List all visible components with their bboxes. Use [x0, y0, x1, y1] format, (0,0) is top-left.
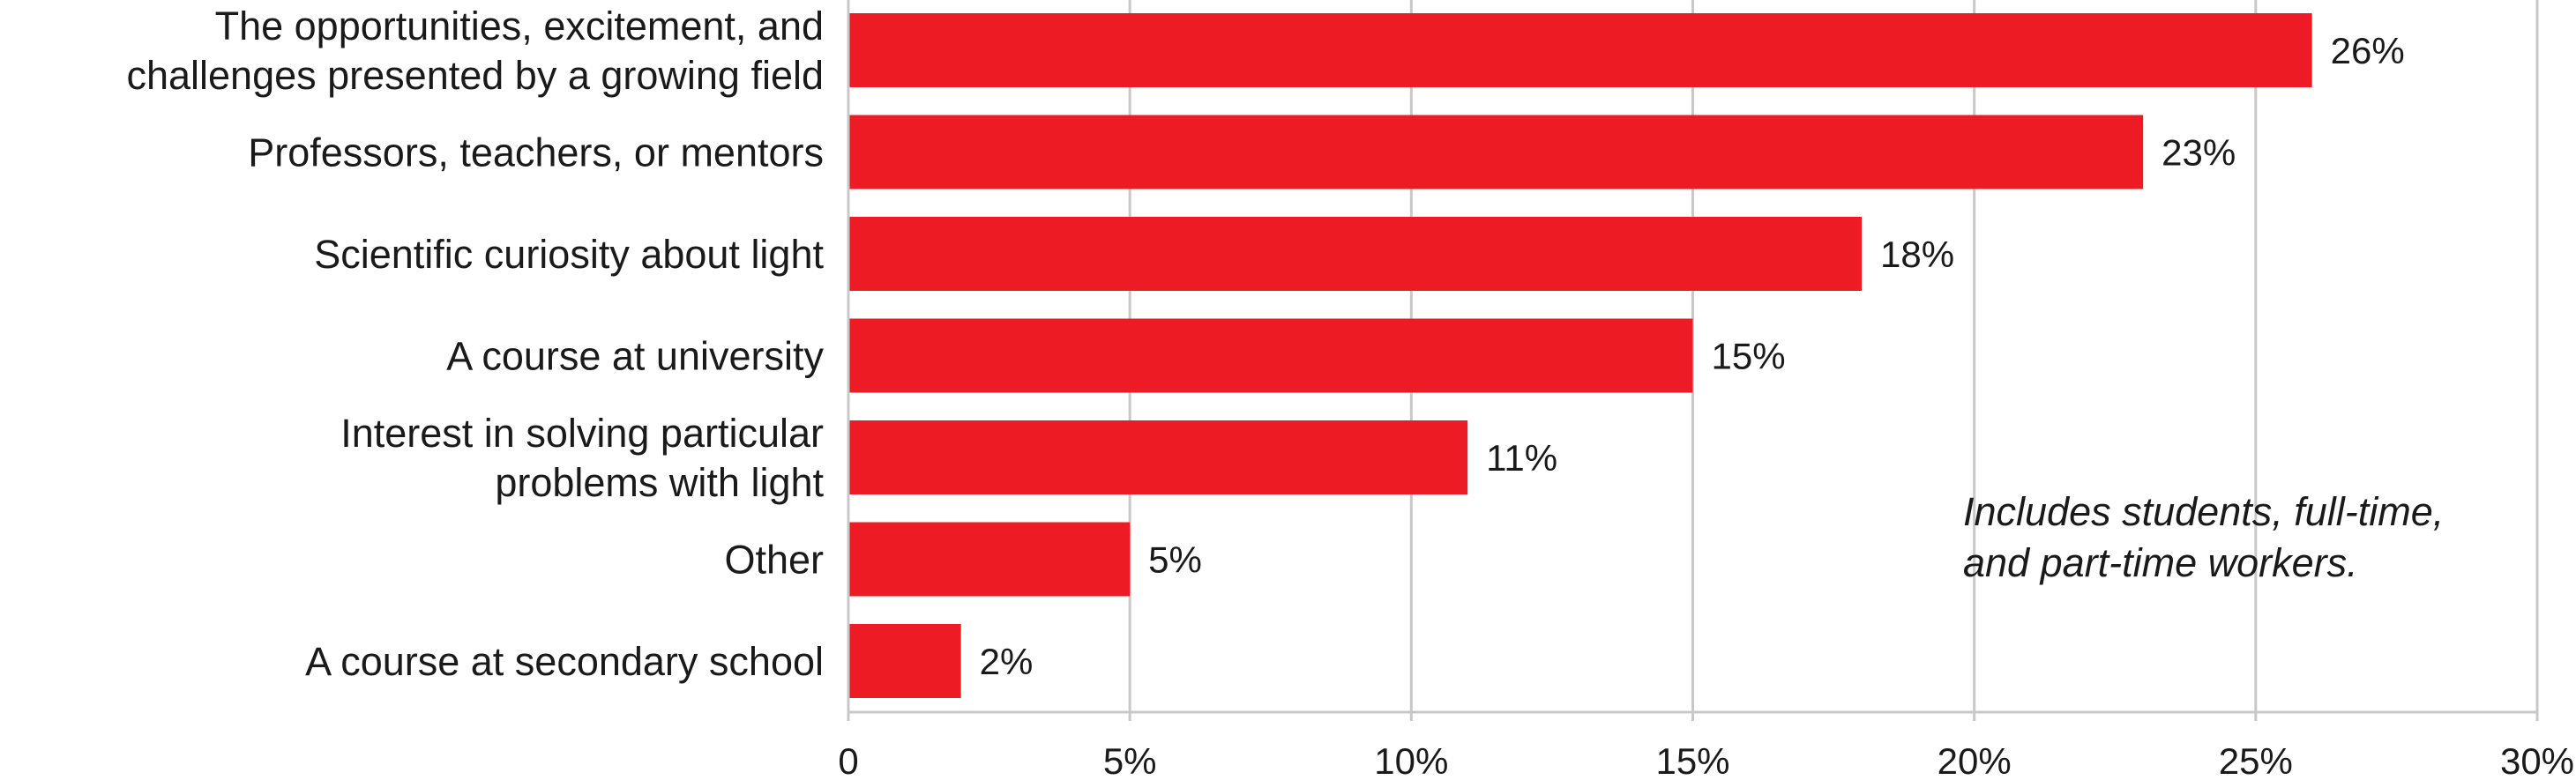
bar-value-label: 15%	[1712, 336, 1786, 377]
x-tick-label: 5%	[1103, 740, 1157, 780]
category-label: The opportunities, excitement, and challe…	[126, 4, 824, 98]
bar	[848, 624, 961, 698]
chart-note: Includes students, full-time, and part-t…	[1963, 489, 2455, 585]
category-label: Professors, teachers, or mentors	[248, 130, 824, 175]
bar	[848, 13, 2312, 87]
bar-value-label: 18%	[1880, 234, 1954, 275]
category-label: Other	[724, 538, 824, 583]
category-label: Scientific curiosity about light	[314, 232, 824, 277]
category-label-line: Professors, teachers, or mentors	[248, 130, 824, 175]
category-label-line: A course at university	[446, 334, 824, 379]
value-labels: 26% 23% 18% 15% 11% 5% 2%	[980, 30, 2405, 682]
bar	[848, 217, 1862, 291]
category-label-line: challenges presented by a growing field	[126, 53, 824, 98]
category-label: A course at secondary school	[305, 639, 824, 684]
bar	[848, 522, 1131, 597]
category-label-line: Other	[724, 538, 824, 583]
bar-value-label: 11%	[1486, 437, 1557, 479]
bar	[848, 318, 1693, 393]
category-label-line: Scientific curiosity about light	[314, 232, 824, 277]
x-tick-label: 30%	[2500, 740, 2574, 780]
bar-value-label: 26%	[2331, 30, 2405, 71]
category-label: Interest in solving particular problems w…	[340, 411, 824, 505]
chart-note-line-2: and part-time workers.	[1963, 540, 2358, 585]
category-label: A course at university	[446, 334, 824, 379]
bar-value-label: 5%	[1148, 539, 1202, 581]
x-tick-label: 10%	[1374, 740, 1448, 780]
chart-note-line-1: Includes students, full-time,	[1963, 489, 2444, 534]
bar	[848, 115, 2144, 189]
x-tick-label: 15%	[1655, 740, 1729, 780]
category-label-line: A course at secondary school	[305, 639, 824, 684]
x-tick-label: 25%	[2219, 740, 2293, 780]
x-tick-labels: 0 5% 10% 15% 20% 25% 30%	[838, 740, 2574, 780]
bar	[848, 420, 1468, 494]
category-label-line: problems with light	[495, 460, 824, 505]
bar-value-label: 2%	[980, 641, 1034, 682]
x-tick-label: 0	[838, 740, 858, 780]
category-labels: The opportunities, excitement, and challe…	[126, 4, 824, 684]
x-tick-label: 20%	[1938, 740, 2012, 780]
bar-value-label: 23%	[2162, 132, 2236, 174]
category-label-line: Interest in solving particular	[340, 411, 824, 456]
category-label-line: The opportunities, excitement, and	[215, 4, 824, 48]
x-axis	[847, 0, 2539, 721]
bars	[848, 13, 2312, 698]
